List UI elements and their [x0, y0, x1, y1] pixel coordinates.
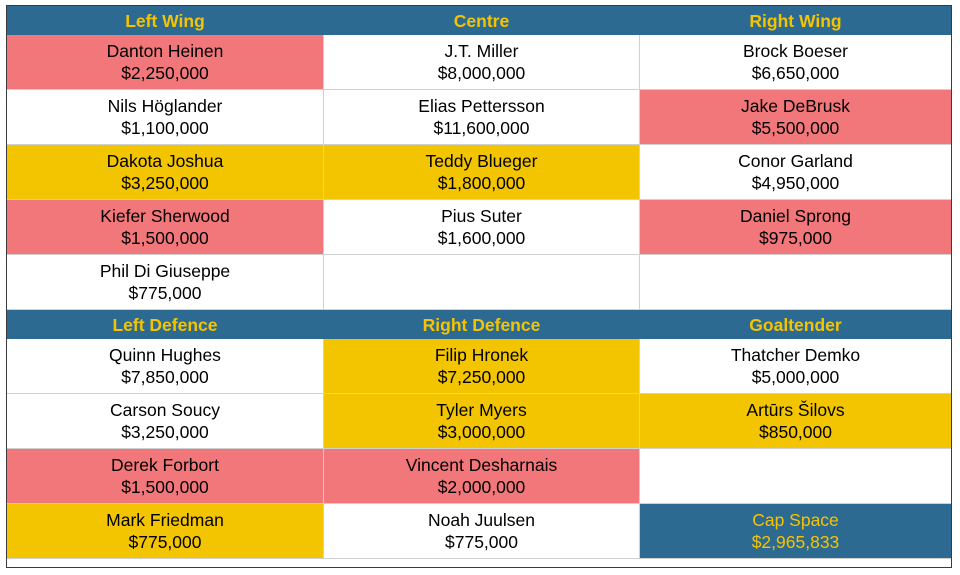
player-salary: $850,000 — [759, 422, 832, 442]
player-cell: Carson Soucy $3,250,000 — [7, 394, 324, 449]
player-name: Phil Di Giuseppe — [99, 261, 231, 281]
player-name: Dakota Joshua — [106, 151, 224, 171]
player-name: Carson Soucy — [110, 400, 220, 420]
empty-cell — [640, 255, 951, 310]
header-right-wing: Right Wing — [640, 6, 951, 35]
player-salary: $3,250,000 — [121, 422, 209, 442]
player-salary: $11,600,000 — [433, 118, 530, 138]
player-name: Quinn Hughes — [109, 345, 221, 365]
player-salary: $4,950,000 — [751, 173, 840, 193]
player-cell: Noah Juulsen $775,000 — [324, 504, 640, 559]
header-centre: Centre — [324, 6, 640, 35]
player-salary: $1,600,000 — [437, 228, 526, 248]
player-name: Jake DeBrusk — [741, 96, 850, 116]
player-name: Teddy Blueger — [425, 151, 538, 171]
player-name: Kiefer Sherwood — [100, 206, 230, 226]
player-salary: $7,850,000 — [121, 367, 209, 387]
player-name: Danton Heinen — [106, 41, 224, 61]
empty-cell — [640, 449, 951, 504]
salary-cap-table: Left Wing Centre Right Wing Danton Heine… — [6, 5, 952, 568]
cap-space-value: $2,965,833 — [751, 532, 840, 552]
player-cell: Artūrs Šilovs $850,000 — [640, 394, 951, 449]
player-cell: Thatcher Demko $5,000,000 — [640, 339, 951, 394]
player-salary: $1,500,000 — [121, 228, 209, 248]
player-name: J.T. Miller — [444, 41, 519, 61]
player-salary: $3,250,000 — [121, 173, 209, 193]
player-name: Daniel Sprong — [740, 206, 851, 226]
header-left-defence: Left Defence — [7, 310, 324, 339]
cap-space-label: Cap Space — [752, 510, 839, 530]
player-name: Conor Garland — [738, 151, 853, 171]
cap-space-cell: Cap Space $2,965,833 — [640, 504, 951, 559]
player-name: Filip Hronek — [434, 345, 529, 365]
player-cell: Vincent Desharnais $2,000,000 — [324, 449, 640, 504]
player-name: Thatcher Demko — [730, 345, 861, 365]
header-goaltender: Goaltender — [640, 310, 951, 339]
player-salary: $3,000,000 — [437, 422, 526, 442]
player-cell: Quinn Hughes $7,850,000 — [7, 339, 324, 394]
player-cell: Filip Hronek $7,250,000 — [324, 339, 640, 394]
player-cell: Kiefer Sherwood $1,500,000 — [7, 200, 324, 255]
player-cell: Danton Heinen $2,250,000 — [7, 35, 324, 90]
player-cell: Dakota Joshua $3,250,000 — [7, 145, 324, 200]
player-salary: $1,100,000 — [121, 118, 209, 138]
player-cell: Tyler Myers $3,000,000 — [324, 394, 640, 449]
player-salary: $2,000,000 — [437, 477, 526, 497]
player-cell: Derek Forbort $1,500,000 — [7, 449, 324, 504]
player-salary: $975,000 — [759, 228, 832, 248]
player-salary: $6,650,000 — [751, 63, 840, 83]
player-salary: $1,800,000 — [437, 173, 526, 193]
player-cell: Elias Pettersson $11,600,000 — [324, 90, 640, 145]
player-salary: $2,250,000 — [121, 63, 209, 83]
player-cell: Teddy Blueger $1,800,000 — [324, 145, 640, 200]
player-cell: Conor Garland $4,950,000 — [640, 145, 951, 200]
player-salary: $1,500,000 — [121, 477, 209, 497]
player-name: Vincent Desharnais — [405, 455, 558, 475]
player-name: Brock Boeser — [742, 41, 849, 61]
player-cell: Jake DeBrusk $5,500,000 — [640, 90, 951, 145]
header-left-wing: Left Wing — [7, 6, 324, 35]
player-name: Derek Forbort — [111, 455, 219, 475]
player-cell: J.T. Miller $8,000,000 — [324, 35, 640, 90]
player-cell: Mark Friedman $775,000 — [7, 504, 324, 559]
player-salary: $775,000 — [128, 283, 202, 303]
player-salary: $8,000,000 — [437, 63, 526, 83]
empty-cell — [324, 255, 640, 310]
player-cell: Phil Di Giuseppe $775,000 — [7, 255, 324, 310]
player-name: Pius Suter — [441, 206, 522, 226]
player-name: Nils Höglander — [107, 96, 223, 116]
player-name: Elias Pettersson — [418, 96, 545, 116]
player-cell: Nils Höglander $1,100,000 — [7, 90, 324, 145]
player-name: Tyler Myers — [436, 400, 527, 420]
player-salary: $7,250,000 — [437, 367, 526, 387]
player-name: Mark Friedman — [106, 510, 224, 530]
player-name: Artūrs Šilovs — [746, 400, 845, 420]
player-salary: $775,000 — [128, 532, 202, 552]
player-name: Noah Juulsen — [427, 510, 536, 530]
player-salary: $775,000 — [445, 532, 518, 552]
player-cell: Brock Boeser $6,650,000 — [640, 35, 951, 90]
player-salary: $5,000,000 — [751, 367, 840, 387]
player-cell: Daniel Sprong $975,000 — [640, 200, 951, 255]
player-salary: $5,500,000 — [751, 118, 840, 138]
header-right-defence: Right Defence — [324, 310, 640, 339]
player-cell: Pius Suter $1,600,000 — [324, 200, 640, 255]
